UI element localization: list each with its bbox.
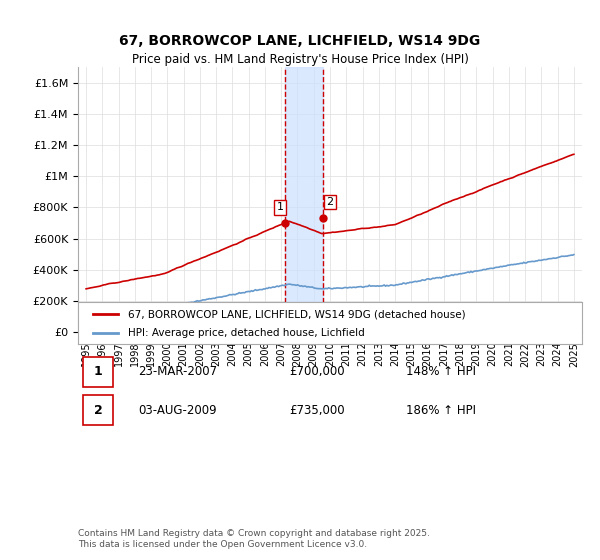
Text: 186% ↑ HPI: 186% ↑ HPI	[406, 404, 476, 417]
Text: 23-MAR-2007: 23-MAR-2007	[139, 366, 218, 379]
Text: HPI: Average price, detached house, Lichfield: HPI: Average price, detached house, Lich…	[128, 328, 365, 338]
Text: 2: 2	[326, 197, 334, 207]
Text: Price paid vs. HM Land Registry's House Price Index (HPI): Price paid vs. HM Land Registry's House …	[131, 53, 469, 66]
Text: 148% ↑ HPI: 148% ↑ HPI	[406, 366, 476, 379]
Text: £735,000: £735,000	[290, 404, 346, 417]
Text: 03-AUG-2009: 03-AUG-2009	[139, 404, 217, 417]
Text: 1: 1	[277, 203, 284, 212]
FancyBboxPatch shape	[83, 357, 113, 386]
Text: 67, BORROWCOP LANE, LICHFIELD, WS14 9DG (detached house): 67, BORROWCOP LANE, LICHFIELD, WS14 9DG …	[128, 309, 466, 319]
Text: 1: 1	[94, 366, 103, 379]
FancyBboxPatch shape	[83, 395, 113, 424]
Text: Contains HM Land Registry data © Crown copyright and database right 2025.
This d: Contains HM Land Registry data © Crown c…	[78, 529, 430, 549]
Text: £700,000: £700,000	[290, 366, 346, 379]
Bar	[285, 67, 323, 332]
Text: 2: 2	[94, 404, 103, 417]
Text: 67, BORROWCOP LANE, LICHFIELD, WS14 9DG: 67, BORROWCOP LANE, LICHFIELD, WS14 9DG	[119, 34, 481, 48]
